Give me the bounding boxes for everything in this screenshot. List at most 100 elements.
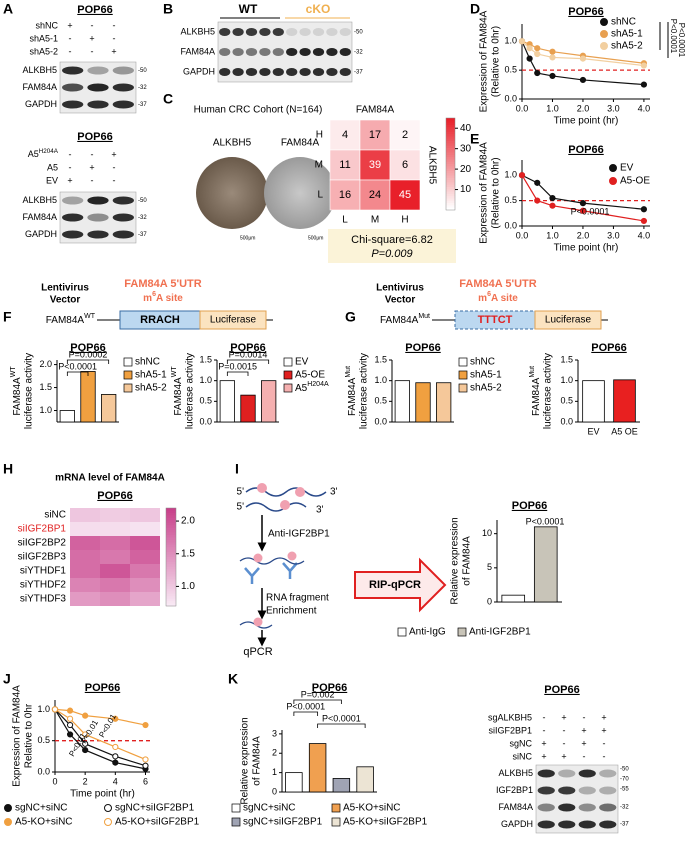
colorbar-step	[166, 588, 176, 592]
legend-label: Anti-IGF2BP1	[469, 627, 531, 638]
size-marker: -37	[354, 70, 363, 76]
legend-swatch	[123, 370, 133, 380]
cell-value: 16	[339, 189, 351, 201]
data-point	[526, 55, 533, 62]
band	[62, 213, 84, 222]
colorbar-step	[166, 522, 176, 526]
x-tick-label: 1.0	[546, 103, 559, 113]
heatmap-cell	[70, 550, 100, 564]
colorbar-label: 10	[460, 184, 472, 195]
condition-label: A5	[47, 162, 58, 172]
condition-sign: +	[601, 712, 606, 722]
colorbar-step	[446, 200, 455, 204]
x-tick-label: 2	[83, 776, 88, 786]
motif-label: TTTCT	[478, 314, 513, 326]
panel-title: POP66	[544, 684, 579, 696]
chart-title: POP66	[70, 342, 105, 354]
legend-label: shA5-1	[135, 370, 167, 381]
label-sup: H204A	[307, 381, 329, 388]
band	[232, 28, 244, 36]
data-point	[142, 721, 149, 729]
cell-value: 6	[402, 159, 408, 171]
legend-swatch	[458, 383, 468, 393]
band	[537, 786, 555, 795]
y-tick-label: 5	[487, 562, 492, 572]
condition-sign: +	[89, 162, 94, 172]
legend-label: A5-KO+siNC	[15, 817, 73, 828]
panel-title: POP66	[77, 4, 112, 16]
colorbar-step	[446, 154, 455, 158]
x-tick-label: EV	[587, 426, 599, 436]
motif-box	[454, 310, 536, 330]
y-tick-label: 3	[272, 728, 277, 738]
condition-sign: -	[603, 738, 606, 748]
step-label: RNA fragment	[266, 593, 329, 604]
image-label: FAM84A	[281, 138, 320, 149]
colorbar-step	[166, 566, 176, 570]
legend-label: shNC	[470, 357, 495, 368]
colorbar-step	[446, 170, 455, 174]
size-marker: -50	[354, 30, 363, 36]
chart-title: POP66	[230, 342, 265, 354]
construct-label: FAM84A 5'UTR	[459, 278, 536, 290]
colorbar-step	[446, 145, 455, 149]
band-label: ALKBH5	[22, 195, 57, 205]
p-value: P<0.0001	[322, 713, 361, 723]
condition-sign: +	[111, 46, 116, 56]
bar	[80, 371, 96, 423]
colorbar-step	[446, 168, 455, 172]
data-point	[579, 207, 587, 214]
colorbar-step	[446, 134, 455, 137]
colorbar-step	[446, 159, 455, 163]
bar	[285, 772, 303, 793]
cell-value: 39	[369, 159, 381, 171]
band	[87, 100, 109, 109]
band	[245, 28, 258, 36]
band	[558, 786, 576, 795]
colorbar-frame	[165, 507, 177, 607]
colorbar-step	[446, 141, 455, 144]
y-tick-label: 1.0	[39, 405, 52, 415]
y-axis-label: of FAM84A	[462, 536, 473, 586]
legend-marker	[4, 818, 12, 826]
band	[112, 230, 134, 239]
condition-label: shA5-1	[29, 33, 58, 43]
data-point	[51, 706, 59, 713]
band	[326, 48, 338, 56]
heatmap-cell	[130, 536, 160, 550]
significance-bracket	[293, 699, 342, 704]
cell-value: 24	[369, 189, 381, 201]
y-axis-label: luciferase activity	[543, 353, 554, 429]
condition-sign: +	[581, 738, 586, 748]
legend-marker	[600, 18, 608, 26]
colorbar-step	[446, 164, 455, 167]
size-marker: -50	[138, 198, 147, 204]
band-label: GAPDH	[501, 819, 533, 829]
colorbar-step	[446, 196, 455, 199]
panel-title: mRNA level of FAM84A	[55, 473, 165, 484]
legend-marker	[104, 804, 112, 812]
condition-label: sgALKBH5	[488, 712, 532, 722]
colorbar-step	[446, 187, 455, 190]
strand-end: 5'	[237, 487, 245, 498]
row-title: ALKBH5	[426, 146, 437, 185]
bar	[436, 382, 452, 423]
construct-name: FAM84AWT	[46, 313, 96, 325]
m6a-site	[287, 551, 297, 561]
panel-title: Human CRC Cohort (N=164)	[194, 105, 323, 116]
band	[339, 28, 351, 36]
big-arrow	[354, 557, 447, 613]
label-sup: WT	[84, 313, 96, 320]
data-point	[640, 62, 648, 69]
bar	[59, 410, 75, 423]
p-value: P<0.0001	[286, 701, 325, 711]
step-label: qPCR	[243, 646, 272, 658]
y-axis-label: FAM84AMut	[345, 366, 357, 416]
colorbar-step	[446, 120, 455, 124]
method-label: RIP-qPCR	[369, 579, 421, 591]
heatmap-cell	[130, 550, 160, 564]
significance-bracket	[66, 371, 89, 376]
legend-label: shA5-2	[470, 383, 502, 394]
p-value: P=0.002	[301, 689, 335, 699]
x-tick-label: 2.0	[577, 230, 590, 240]
